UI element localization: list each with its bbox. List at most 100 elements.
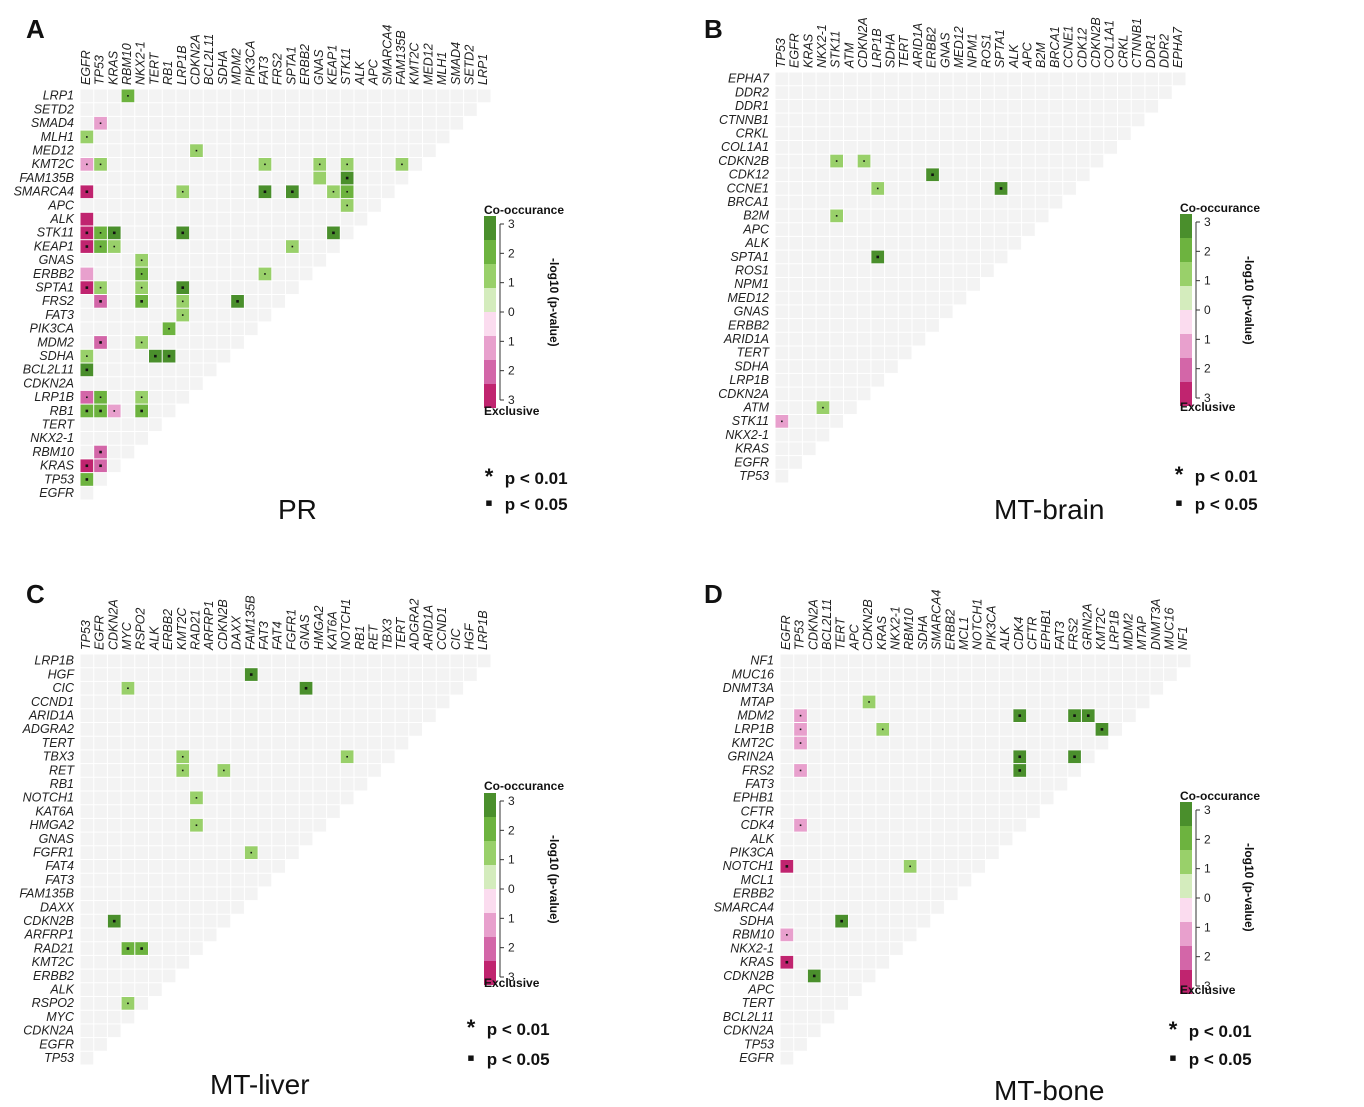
empty-cell xyxy=(1164,654,1177,668)
legend-tick-label: 3 xyxy=(1204,803,1211,817)
empty-cell xyxy=(830,195,843,209)
sig-star-mark xyxy=(1073,755,1076,759)
empty-cell xyxy=(885,250,898,264)
empty-cell xyxy=(1008,154,1022,168)
empty-cell xyxy=(327,212,340,226)
legend-tick-label: 2 xyxy=(508,364,515,378)
col-label: BCL2L11 xyxy=(820,599,834,650)
empty-cell xyxy=(981,154,994,168)
empty-cell xyxy=(286,199,299,212)
empty-cell xyxy=(340,791,354,805)
empty-cell xyxy=(1095,668,1109,681)
empty-cell xyxy=(944,750,958,764)
empty-cell xyxy=(107,955,121,969)
empty-cell xyxy=(789,168,802,182)
row-label: TERT xyxy=(737,346,771,360)
sig-dot-mark xyxy=(195,797,198,799)
empty-cell xyxy=(1118,99,1131,113)
empty-cell xyxy=(917,832,931,846)
empty-cell xyxy=(80,860,94,873)
empty-cell xyxy=(258,144,272,157)
empty-cell xyxy=(121,695,135,709)
col-label: MYC xyxy=(120,621,134,650)
empty-cell xyxy=(162,736,176,750)
empty-cell xyxy=(871,141,885,154)
empty-cell xyxy=(231,846,244,859)
empty-cell xyxy=(981,223,994,236)
empty-cell xyxy=(844,86,857,99)
empty-cell xyxy=(107,818,121,832)
empty-cell xyxy=(898,332,912,346)
empty-cell xyxy=(217,199,231,212)
empty-cell xyxy=(354,668,368,681)
empty-cell xyxy=(903,736,917,750)
empty-cell xyxy=(953,72,967,86)
empty-cell xyxy=(107,681,121,695)
empty-cell xyxy=(802,209,816,223)
empty-cell xyxy=(986,654,999,668)
legend-tick-label: 0 xyxy=(508,882,515,896)
empty-cell xyxy=(789,373,802,387)
empty-cell xyxy=(958,805,972,818)
empty-cell xyxy=(849,709,862,722)
empty-cell xyxy=(135,791,148,805)
empty-cell xyxy=(368,158,381,171)
empty-cell xyxy=(857,209,871,223)
empty-cell xyxy=(135,750,148,764)
empty-cell xyxy=(135,764,148,777)
col-label: ERBB2 xyxy=(298,44,312,85)
legend-swatch xyxy=(484,793,496,817)
sig-star-mark xyxy=(345,176,349,180)
empty-cell xyxy=(926,127,939,140)
empty-cell xyxy=(912,305,926,319)
empty-cell xyxy=(844,387,857,401)
empty-cell xyxy=(107,969,121,983)
empty-cell xyxy=(917,818,931,832)
col-label: CTNNB1 xyxy=(1130,18,1144,68)
empty-cell xyxy=(780,832,794,846)
empty-cell xyxy=(876,846,890,859)
empty-cell xyxy=(381,681,395,695)
empty-cell xyxy=(190,267,203,281)
empty-cell xyxy=(231,764,244,777)
empty-cell xyxy=(94,832,107,846)
col-label: CCND1 xyxy=(435,607,449,650)
empty-cell xyxy=(789,442,802,456)
empty-cell xyxy=(939,141,953,154)
empty-cell xyxy=(871,360,885,373)
row-label: MDM2 xyxy=(737,708,774,722)
empty-cell xyxy=(972,750,985,764)
empty-cell xyxy=(299,791,313,805)
empty-cell xyxy=(890,873,903,887)
legend-swatch xyxy=(1180,802,1192,826)
empty-cell xyxy=(231,226,244,240)
empty-cell xyxy=(340,723,354,736)
empty-cell xyxy=(821,777,835,791)
empty-cell xyxy=(121,144,135,157)
empty-cell xyxy=(423,695,436,709)
empty-cell xyxy=(931,695,944,709)
empty-cell xyxy=(830,236,843,250)
empty-cell xyxy=(835,681,848,695)
col-label: NKX2-1 xyxy=(815,24,829,68)
legend-swatch xyxy=(1180,382,1192,406)
empty-cell xyxy=(780,723,794,736)
col-label: GNAS xyxy=(938,32,952,68)
empty-cell xyxy=(272,267,285,281)
empty-cell xyxy=(381,654,395,668)
empty-cell xyxy=(802,182,816,195)
empty-cell xyxy=(816,278,830,291)
empty-cell xyxy=(835,805,848,818)
heatmap-background xyxy=(780,654,1191,1065)
empty-cell xyxy=(149,791,162,805)
empty-cell xyxy=(844,346,857,360)
empty-cell xyxy=(994,127,1008,140)
empty-cell xyxy=(1027,709,1040,722)
legend-tick-label: 3 xyxy=(1204,979,1211,993)
empty-cell xyxy=(149,185,162,199)
col-label: GRIN2A xyxy=(1080,603,1094,650)
row-label: KRAS xyxy=(40,459,75,473)
row-label: BCL2L11 xyxy=(723,1010,774,1024)
row-label: NOTCH1 xyxy=(23,791,74,805)
empty-cell xyxy=(953,195,967,209)
